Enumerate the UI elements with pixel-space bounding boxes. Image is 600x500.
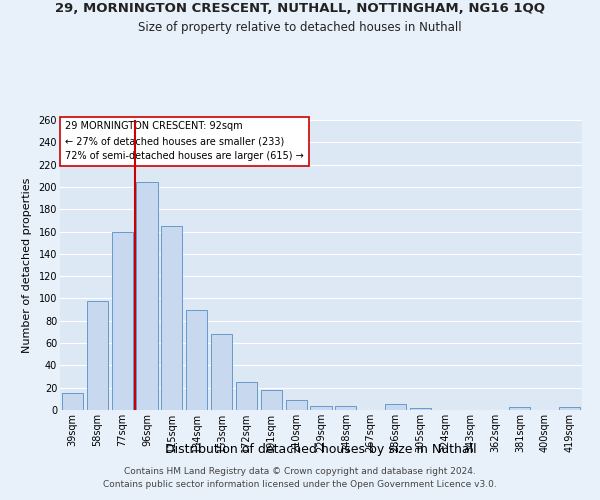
Bar <box>211 334 232 410</box>
Bar <box>236 382 257 410</box>
Text: 29 MORNINGTON CRESCENT: 92sqm
← 27% of detached houses are smaller (233)
72% of : 29 MORNINGTON CRESCENT: 92sqm ← 27% of d… <box>65 122 304 161</box>
Text: Contains public sector information licensed under the Open Government Licence v3: Contains public sector information licen… <box>103 480 497 489</box>
Bar <box>161 226 182 410</box>
Bar <box>286 400 307 410</box>
Bar <box>261 390 282 410</box>
Bar <box>559 406 580 410</box>
Bar <box>186 310 207 410</box>
Bar <box>310 406 332 410</box>
Bar <box>87 300 108 410</box>
Bar <box>112 232 133 410</box>
Text: Size of property relative to detached houses in Nuthall: Size of property relative to detached ho… <box>138 21 462 34</box>
Text: 29, MORNINGTON CRESCENT, NUTHALL, NOTTINGHAM, NG16 1QQ: 29, MORNINGTON CRESCENT, NUTHALL, NOTTIN… <box>55 2 545 16</box>
Bar <box>509 406 530 410</box>
Bar <box>385 404 406 410</box>
Text: Distribution of detached houses by size in Nuthall: Distribution of detached houses by size … <box>165 442 477 456</box>
Y-axis label: Number of detached properties: Number of detached properties <box>22 178 32 352</box>
Bar <box>410 408 431 410</box>
Bar <box>136 182 158 410</box>
Text: Contains HM Land Registry data © Crown copyright and database right 2024.: Contains HM Land Registry data © Crown c… <box>124 467 476 476</box>
Bar <box>62 394 83 410</box>
Bar <box>335 406 356 410</box>
